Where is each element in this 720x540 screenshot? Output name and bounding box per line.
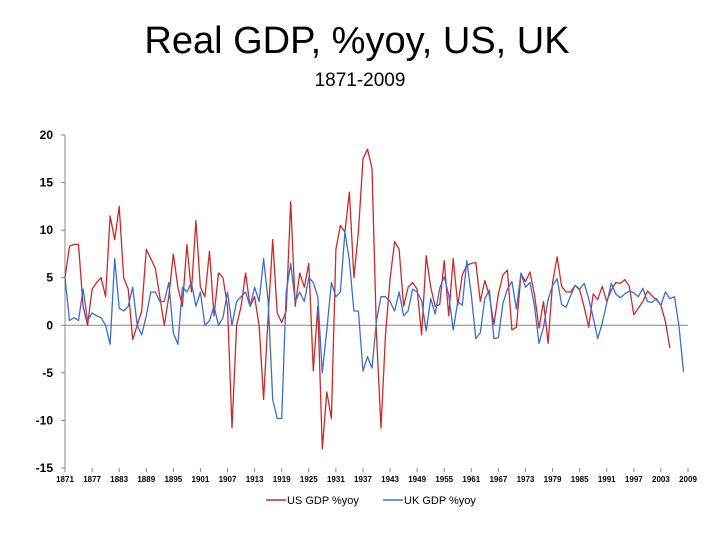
x-tick-label: 1895: [164, 475, 182, 484]
x-tick-label: 1997: [625, 475, 643, 484]
x-tick-label: 1901: [192, 475, 210, 484]
x-tick-label: 1961: [462, 475, 480, 484]
y-tick-label: 15: [40, 176, 54, 190]
chart-subtitle: 1871-2009: [314, 70, 406, 91]
legend-uk-label: UK GDP %yoy: [404, 495, 476, 507]
x-tick-label: 1991: [598, 475, 616, 484]
x-tick-label: 1955: [435, 475, 453, 484]
y-tick-label: 5: [46, 271, 53, 285]
x-tick-label: 1919: [273, 475, 291, 484]
y-tick-label: 0: [46, 318, 53, 332]
y-tick-label: 10: [40, 223, 54, 237]
y-tick-label: 20: [40, 128, 54, 142]
x-tick-label: 1877: [83, 475, 101, 484]
legend-us-label: US GDP %yoy: [287, 495, 359, 507]
us-gdp-series-line: [64, 148, 671, 450]
x-tick-label: 1925: [300, 475, 318, 484]
x-tick-label: 1883: [110, 475, 128, 484]
y-tick-label: -15: [36, 461, 54, 475]
x-tick-label: 2009: [679, 475, 697, 484]
chart-title: Real GDP, %yoy, US, UK: [144, 20, 570, 62]
x-tick-label: 1985: [571, 475, 589, 484]
x-tick-label: 1937: [354, 475, 372, 484]
x-tick-label: 1943: [381, 475, 399, 484]
x-tick-label: 1913: [246, 475, 264, 484]
x-tick-label: 1889: [137, 475, 155, 484]
y-tick-label: -10: [36, 413, 54, 427]
x-tick-label: 1973: [517, 475, 535, 484]
x-tick-label: 1931: [327, 475, 345, 484]
x-tick-label: 1907: [219, 475, 237, 484]
x-tick-label: 1871: [56, 475, 74, 484]
x-tick-label: 2003: [652, 475, 670, 484]
x-tick-label: 1967: [489, 475, 507, 484]
x-tick-label: 1949: [408, 475, 426, 484]
uk-gdp-series-line: [64, 231, 685, 420]
x-tick-label: 1979: [544, 475, 562, 484]
y-tick-label: -5: [42, 366, 53, 380]
